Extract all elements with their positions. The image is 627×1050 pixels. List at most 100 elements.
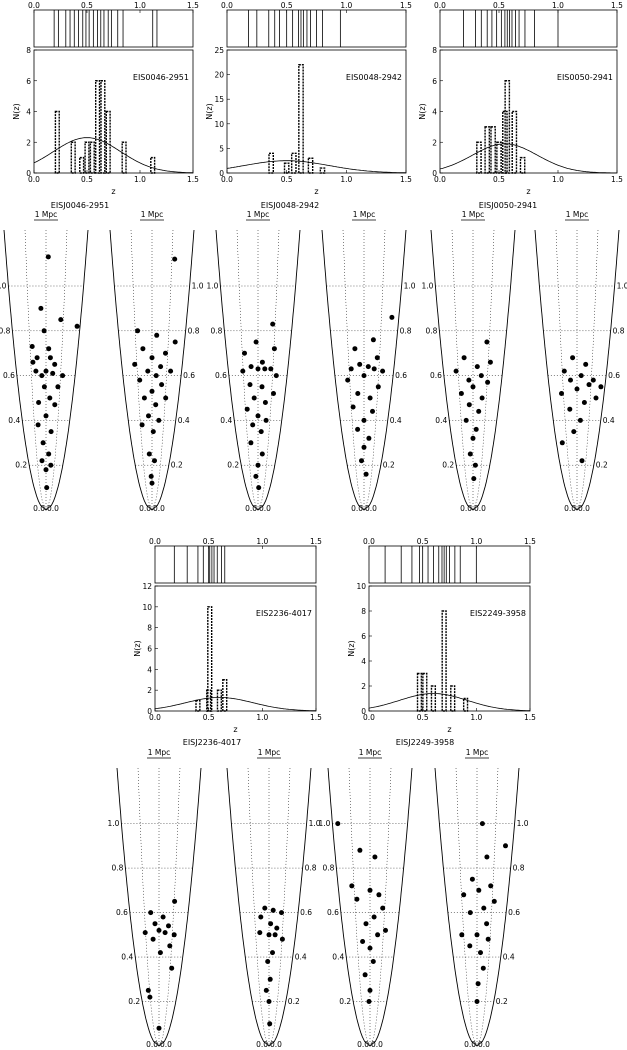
y-tick-label: 10 — [214, 120, 224, 129]
galaxy-point — [365, 364, 371, 370]
redshift-ring-label: 1.0 — [0, 282, 7, 291]
galaxy-point — [571, 429, 577, 435]
strip-tick-label: 0.5 — [81, 1, 93, 10]
galaxy-point — [38, 305, 44, 311]
model-curve — [368, 693, 530, 712]
x-tick-label: 0.0 — [363, 713, 375, 722]
redshift-ring-label: 0.8 — [513, 864, 525, 873]
apex-label: 0.0 — [245, 504, 257, 513]
cone-guide — [342, 229, 365, 511]
redshift-ring-label: 1.0 — [404, 282, 416, 291]
cone-group-title: EISJ0046-2951 — [51, 201, 109, 210]
histogram-bar — [207, 606, 213, 712]
galaxy-point — [361, 444, 367, 450]
y-axis-title: N(z) — [12, 103, 21, 119]
redshift-ring-label: 0.4 — [603, 416, 615, 425]
scale-label: 1 Mpc — [247, 210, 270, 219]
galaxy-point — [39, 458, 45, 464]
galaxy-point — [263, 417, 269, 423]
galaxy-point — [578, 373, 584, 379]
histogram-bar — [70, 141, 76, 174]
galaxy-point — [487, 359, 493, 365]
redshift-ring-label: 0.4 — [503, 953, 515, 962]
galaxy-point — [581, 400, 587, 405]
redshift-ring-label: 0.8 — [111, 864, 123, 873]
redshift-strip-frame — [154, 545, 317, 584]
galaxy-point — [267, 1021, 273, 1027]
x-tick-label: 1.0 — [134, 175, 146, 184]
redshift-ring-label: 0.6 — [395, 371, 407, 380]
strip-tick-label: 1.0 — [340, 1, 352, 10]
galaxy-point — [248, 440, 254, 446]
histogram-bar — [450, 685, 456, 712]
galaxy-point — [376, 892, 382, 898]
cone-guide — [472, 229, 495, 511]
x-axis-title: z — [526, 187, 530, 196]
redshift-ring-label: 0.2 — [171, 461, 183, 470]
galaxy-point — [270, 950, 275, 956]
galaxy-point — [166, 923, 171, 929]
galaxy-point — [274, 925, 280, 931]
galaxy-point — [47, 395, 53, 401]
redshift-ring-label: 1.0 — [192, 282, 204, 291]
cone-guide — [257, 229, 280, 511]
x-tick-label: 1.0 — [552, 175, 564, 184]
galaxy-point — [367, 395, 373, 401]
galaxy-point — [139, 422, 145, 428]
x-tick-label: 0.0 — [434, 175, 446, 184]
galaxy-point — [577, 417, 583, 423]
galaxy-point — [137, 377, 143, 383]
x-tick-label: 0.0 — [221, 175, 233, 184]
redshift-ring-label: 1.0 — [309, 819, 321, 828]
galaxy-point — [279, 936, 285, 942]
histogram-bar — [519, 156, 526, 174]
galaxy-point — [357, 847, 363, 853]
galaxy-point — [55, 384, 61, 390]
galaxy-point — [33, 368, 39, 374]
galaxy-point — [153, 402, 159, 408]
galaxy-point — [355, 426, 361, 432]
y-tick-label: 6 — [147, 645, 152, 654]
galaxy-point — [58, 317, 64, 323]
scale-label: 1 Mpc — [258, 748, 281, 757]
galaxy-point — [503, 843, 508, 849]
galaxy-point — [590, 377, 596, 383]
galaxy-point — [145, 368, 151, 374]
redshift-ring-label: 0.6 — [327, 908, 339, 917]
cone-panel: 1 Mpc 0.2 0.4 0.6 0.8 1.0 0.00.0 — [0, 210, 89, 513]
cone-guide — [236, 229, 259, 511]
y-tick-label: 0 — [432, 169, 437, 178]
redshift-ring-label: 0.4 — [390, 416, 402, 425]
strip-tick-label: 1.5 — [187, 1, 199, 10]
histogram-bar — [441, 610, 447, 712]
redshift-ring-label: 1.0 — [517, 819, 529, 828]
histogram-bar — [94, 80, 101, 174]
galaxy-point — [142, 930, 148, 936]
galaxy-point — [157, 950, 163, 956]
x-tick-label: 0.5 — [203, 713, 215, 722]
scale-label: 1 Mpc — [566, 210, 589, 219]
galaxy-point — [583, 361, 589, 367]
galaxy-point — [172, 256, 178, 262]
galaxy-point — [149, 480, 155, 486]
galaxy-point — [467, 451, 473, 457]
apex-label: 0.0 — [464, 1040, 476, 1049]
histogram-bar — [105, 110, 111, 174]
strip-tick-label: 1.5 — [611, 1, 623, 10]
nz-panel-eis2249-3958: 0.0 0.5 1.0 1.5 0.0 0.5 1.0 1.5 0 2 4 6 8 10 z N(z) EIS2… — [347, 537, 536, 734]
y-tick-label: 10 — [356, 582, 366, 591]
galaxy-point — [371, 914, 377, 920]
histogram-bar — [268, 152, 275, 174]
x-tick-label: 0.5 — [81, 175, 93, 184]
apex-label: 0.0 — [371, 1040, 383, 1049]
galaxy-point — [461, 892, 467, 898]
redshift-ring-label: 0.4 — [178, 416, 190, 425]
galaxy-point — [453, 368, 459, 374]
redshift-ring-label: 0.2 — [288, 997, 300, 1006]
redshift-ring-label: 0.8 — [210, 326, 222, 335]
cone-guide — [455, 767, 478, 1047]
redshift-ring-label: 1.0 — [107, 819, 119, 828]
